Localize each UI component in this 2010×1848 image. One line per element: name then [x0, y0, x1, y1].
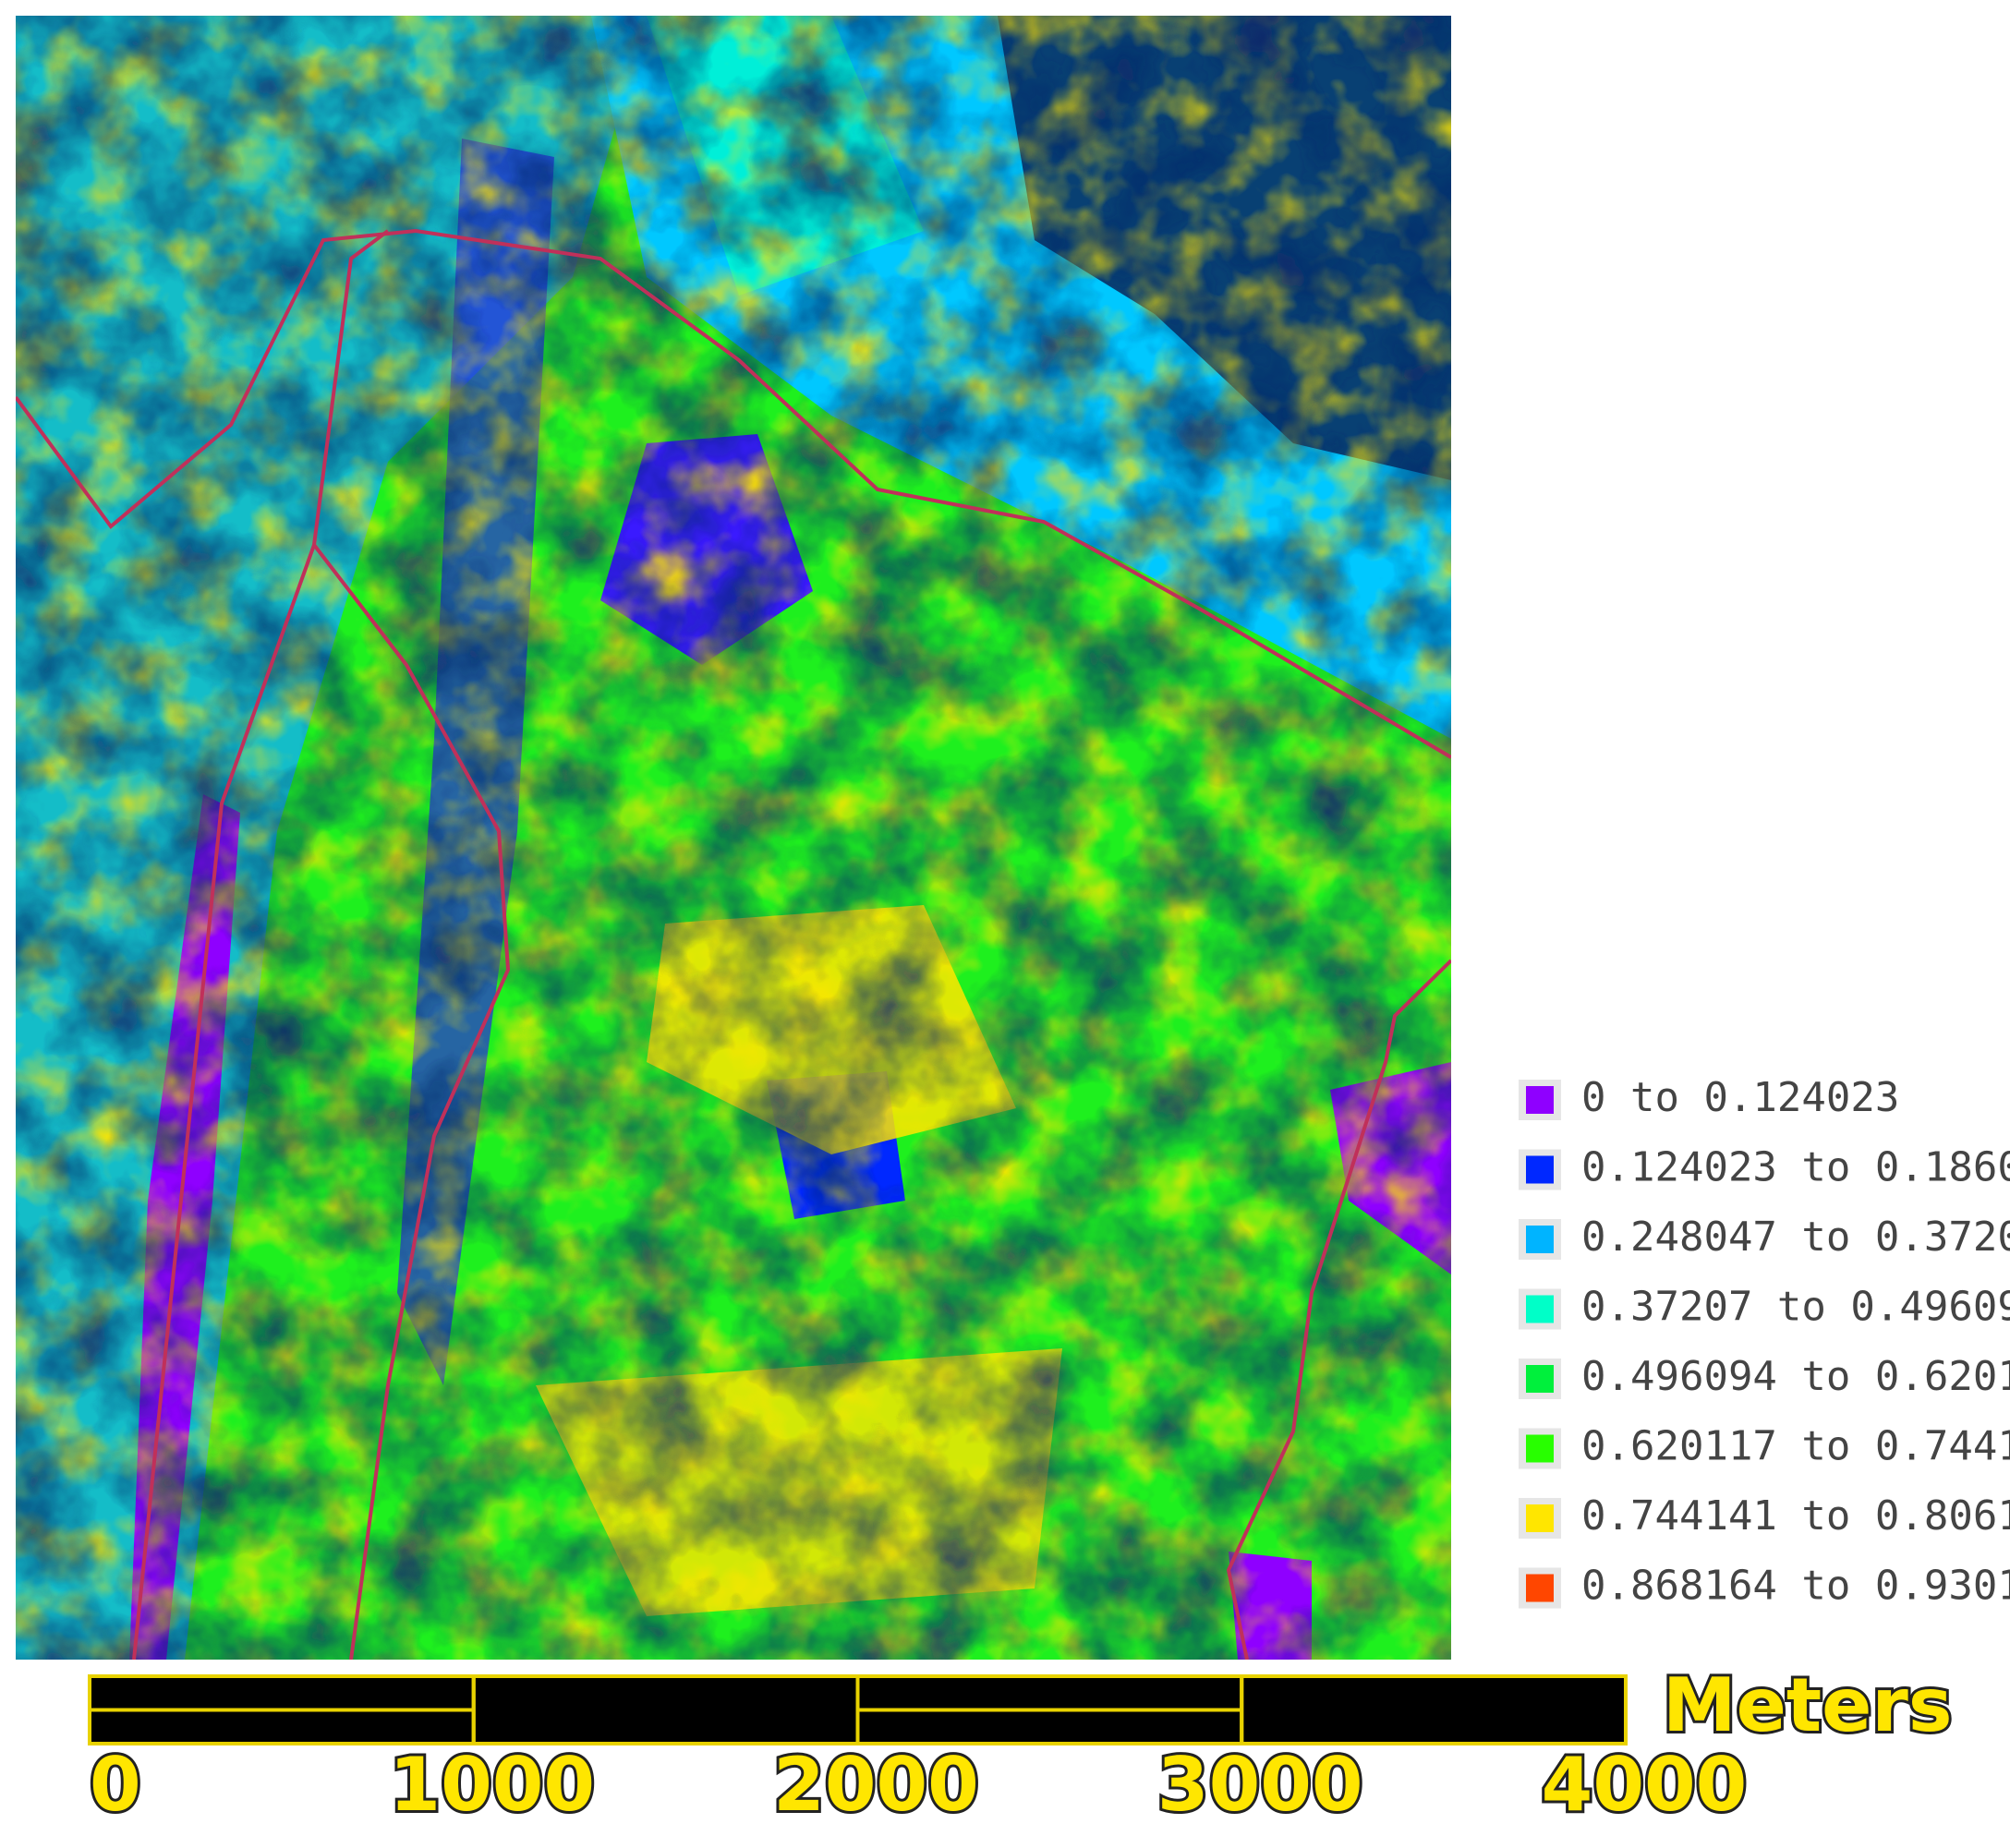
- legend-label: 0.248047 to 0.37207: [1581, 1214, 2010, 1261]
- legend-swatch: [1526, 1504, 1554, 1532]
- scale-segment: [471, 1674, 860, 1745]
- legend-label: 0.744141 to 0.806152: [1581, 1492, 2010, 1540]
- scale-label: 2000: [773, 1742, 979, 1828]
- scale-label: 1000: [389, 1742, 595, 1828]
- scale-unit: Meters: [1663, 1662, 1952, 1748]
- legend-label: 0.37207 to 0.496094: [1581, 1284, 2010, 1331]
- scale-label: 3000: [1157, 1742, 1363, 1828]
- road: [1226, 959, 1451, 1660]
- scale-segment: [1240, 1674, 1628, 1745]
- legend-label: 0.620117 to 0.744141: [1581, 1423, 2010, 1470]
- legend-swatch: [1526, 1155, 1554, 1184]
- road: [16, 228, 1451, 759]
- legend-swatch: [1526, 1086, 1554, 1114]
- map-raster: [16, 16, 1451, 1660]
- legend-swatch: [1526, 1365, 1554, 1393]
- legend-swatch: [1526, 1295, 1554, 1323]
- legend-label: 0 to 0.124023: [1581, 1074, 1899, 1121]
- legend-swatch: [1526, 1574, 1554, 1602]
- legend-swatch: [1526, 1434, 1554, 1463]
- legend-label: 0.496094 to 0.620117: [1581, 1353, 2010, 1400]
- road: [312, 543, 511, 1660]
- legend-label: 0.868164 to 0.930176: [1581, 1563, 2010, 1610]
- legend: 0 to 0.124023 0.124023 to 0.186035 0.24804…: [1519, 1074, 2010, 1610]
- scale-label: 0: [90, 1742, 141, 1828]
- legend-label: 0.124023 to 0.186035: [1581, 1144, 2010, 1191]
- legend-swatch: [1526, 1226, 1554, 1253]
- texture: [16, 16, 1451, 1660]
- scale-label: 4000: [1542, 1742, 1748, 1828]
